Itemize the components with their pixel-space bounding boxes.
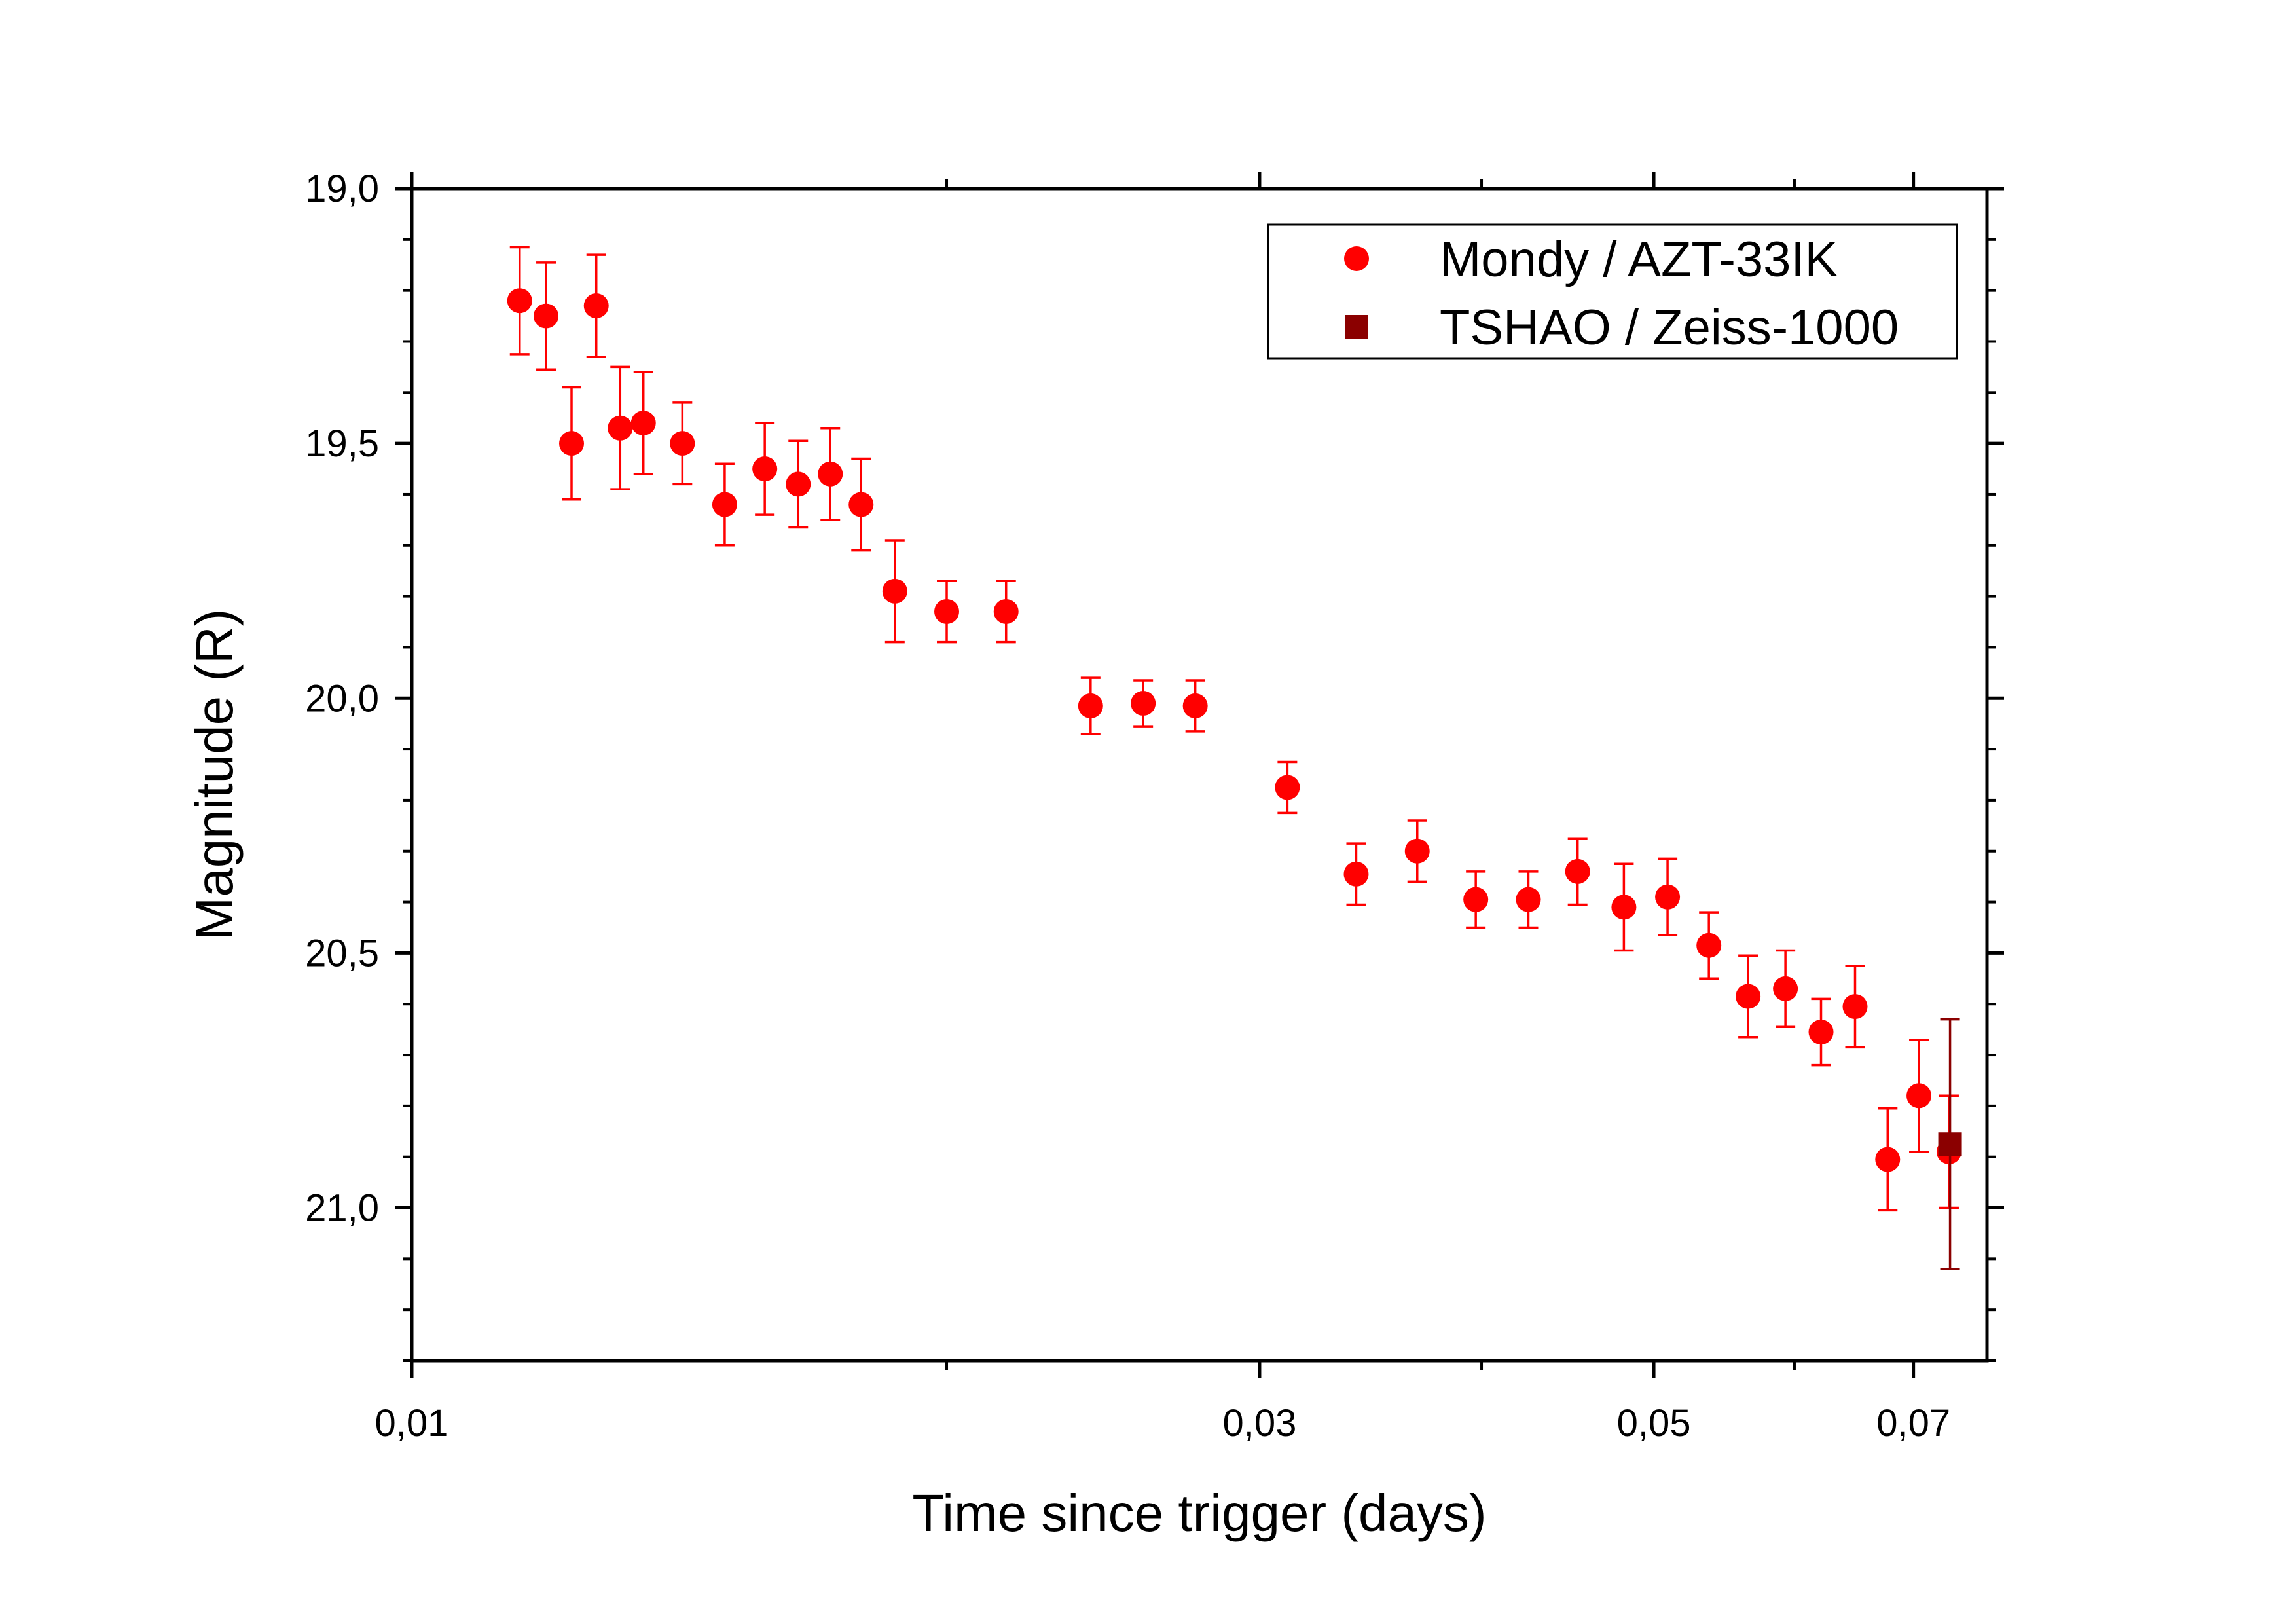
- data-point: [1275, 775, 1300, 800]
- data-point: [534, 303, 559, 329]
- axes: 0,01 0,03 0,05 0,07 19,0 19,5 20,0 20,5 21,0: [305, 168, 2004, 1445]
- series: [507, 246, 1961, 1212]
- data-point: [608, 415, 633, 441]
- data-point: [993, 599, 1019, 624]
- data-point: [1808, 1020, 1834, 1045]
- data-point: [1182, 693, 1208, 718]
- data-point: [670, 431, 695, 456]
- data-point: [1906, 1083, 1932, 1109]
- data-point: [630, 411, 656, 435]
- data-point: [1565, 858, 1590, 884]
- y-axis-title: Magnitude (R): [185, 609, 244, 941]
- data-point: [1611, 895, 1637, 920]
- legend-label: Mondy / AZT-33IK: [1440, 232, 1838, 287]
- data-point: [818, 461, 843, 487]
- data-point: [559, 431, 585, 456]
- plot-frame: [410, 187, 1989, 1363]
- x-axis-title: Time since trigger (days): [912, 1484, 1486, 1542]
- legend: Mondy / AZT-33IK TSHAO / Zeiss-1000: [1267, 223, 1958, 360]
- data-point: [1343, 861, 1369, 887]
- y-tick-label: 20,5: [305, 932, 379, 974]
- legend-marker-square: [1345, 315, 1368, 339]
- data-point: [848, 492, 874, 517]
- data-point: [583, 293, 609, 318]
- legend-box: [1267, 223, 1958, 360]
- legend-label: TSHAO / Zeiss-1000: [1440, 300, 1899, 356]
- legend-marker: [1344, 246, 1369, 271]
- data-point: [1773, 976, 1798, 1001]
- y-tick-label: 20,0: [305, 677, 379, 720]
- series: [1938, 1018, 1962, 1270]
- data-point: [786, 471, 811, 497]
- data-point: [1131, 691, 1156, 716]
- data-point: [1078, 693, 1103, 718]
- plot-area: [507, 246, 1962, 1270]
- x-tick-label: 0,01: [375, 1402, 449, 1445]
- data-point: [1696, 932, 1722, 958]
- data-point: [882, 578, 907, 604]
- y-tick-label: 19,0: [305, 168, 379, 210]
- data-point-square: [1938, 1132, 1962, 1156]
- data-point: [1875, 1147, 1901, 1172]
- data-point: [1404, 838, 1430, 864]
- data-point: [1463, 887, 1489, 912]
- data-point: [1842, 994, 1868, 1020]
- y-tick-label: 19,5: [305, 422, 379, 465]
- x-tick-label: 0,07: [1876, 1402, 1950, 1445]
- y-tick-label: 21,0: [305, 1187, 379, 1230]
- data-point: [712, 492, 737, 517]
- data-point: [934, 599, 960, 624]
- data-point: [507, 288, 532, 314]
- data-point: [1736, 984, 1761, 1009]
- x-tick-label: 0,03: [1222, 1402, 1296, 1445]
- data-point: [752, 456, 778, 482]
- data-point: [1516, 887, 1541, 912]
- data-point: [1655, 884, 1681, 910]
- x-tick-label: 0,05: [1617, 1402, 1691, 1445]
